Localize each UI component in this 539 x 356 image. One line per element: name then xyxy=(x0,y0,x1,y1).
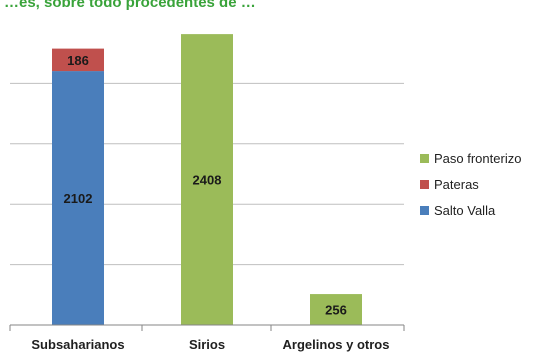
chart-title-band: …es, sobre todo procedentes de … xyxy=(4,0,256,11)
x-tick-label: Sirios xyxy=(189,337,225,352)
data-label: 2102 xyxy=(64,191,93,206)
bar-subsaharianos-salto-valla xyxy=(52,71,104,325)
legend: Paso fronterizo Pateras Salto Valla xyxy=(420,151,521,218)
chart-title-fragment: …es, sobre todo procedentes de … xyxy=(4,0,256,11)
legend-label: Pateras xyxy=(434,177,479,192)
x-axis: Subsaharianos Sirios Argelinos y otros xyxy=(9,324,405,352)
bar-argelinos-y-otros-paso-fronterizo xyxy=(310,294,362,325)
bar-subsaharianos-pateras xyxy=(52,48,104,72)
legend-swatch xyxy=(420,206,429,215)
bar-sirios-paso-fronterizo xyxy=(181,34,233,326)
legend-swatch xyxy=(420,154,429,163)
x-tick-label: Argelinos y otros xyxy=(283,337,390,352)
data-label: 2408 xyxy=(193,173,222,188)
data-label: 186 xyxy=(67,53,89,68)
data-label: 256 xyxy=(325,303,347,318)
legend-label: Paso fronterizo xyxy=(434,151,521,166)
data-labels: 2102 186 2408 256 xyxy=(64,53,347,318)
legend-swatch xyxy=(420,180,429,189)
bars xyxy=(52,34,362,326)
legend-label: Salto Valla xyxy=(434,203,496,218)
x-tick-label: Subsaharianos xyxy=(31,337,124,352)
